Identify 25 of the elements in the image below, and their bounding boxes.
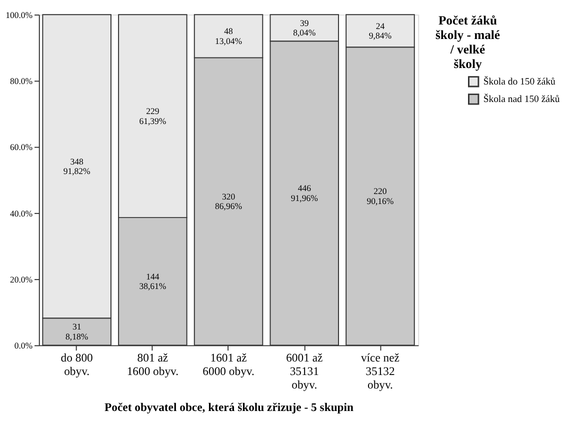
data-label: 24 9,84% <box>368 20 392 41</box>
data-label: 48 13,04% <box>215 26 242 46</box>
y-tick-label: 100.0% <box>6 10 33 20</box>
y-tick-label: 60.0% <box>10 142 33 152</box>
data-label: 348 91,82% <box>63 156 90 176</box>
y-tick-label: 40.0% <box>10 208 33 218</box>
x-tick-label: 1601 až 6000 obyv. <box>202 351 254 378</box>
y-tick-label: 0.0% <box>14 340 33 351</box>
data-label: 39 8,04% <box>293 18 316 38</box>
x-tick-label: více než 35132 obyv. <box>360 351 400 392</box>
data-label: 220 90,16% <box>366 186 394 206</box>
data-label: 31 8,18% <box>66 322 88 342</box>
data-label: 446 91,96% <box>290 183 318 203</box>
x-tick-label: do 800 obyv. <box>60 351 94 378</box>
data-label: 320 86,96% <box>215 192 242 212</box>
data-label: 229 61,39% <box>139 106 166 126</box>
legend-label: Škola do 150 žáků <box>483 76 556 88</box>
y-tick-label: 20.0% <box>10 274 33 284</box>
x-tick-label: 6001 až 35131 obyv. <box>286 351 323 392</box>
x-tick-label: 801 až 1600 obyv. <box>126 351 179 378</box>
legend-title: Počet žáků školy - malé / velké školy <box>435 13 500 72</box>
legend-label: Škola nad 150 žáků <box>483 93 560 106</box>
x-axis-title: Počet obyvatel obce, která školu zřizuje - 5 skupin <box>104 400 354 414</box>
data-label: 144 38,61% <box>139 271 166 292</box>
y-tick-label: 80.0% <box>10 76 33 86</box>
